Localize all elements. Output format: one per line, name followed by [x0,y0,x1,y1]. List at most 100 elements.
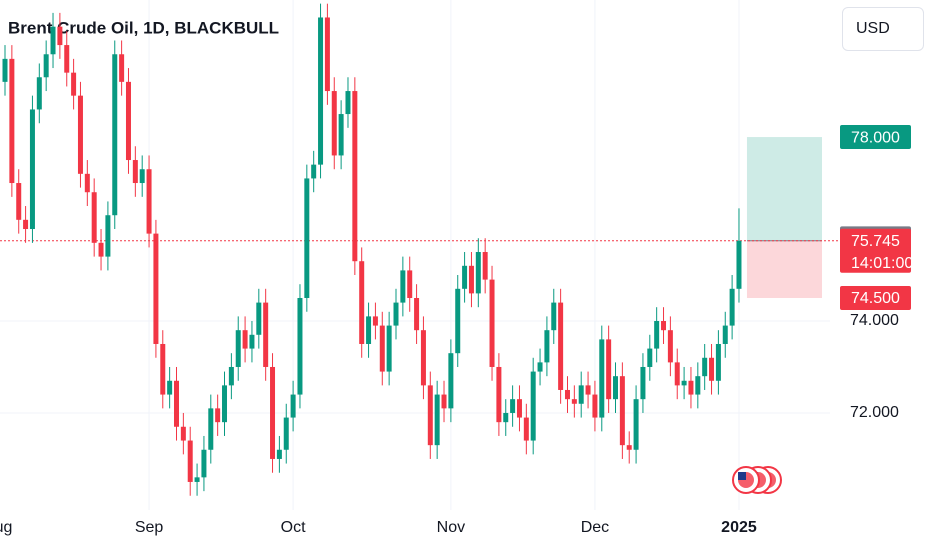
candle-body [235,330,241,367]
candle-body [475,252,481,294]
target-zone [746,137,822,241]
candle-body [249,334,255,349]
candle-body [647,348,653,367]
candle-body [146,169,152,234]
candle-body [84,173,90,193]
candle-body [338,114,344,156]
candle-body [208,408,214,450]
candle-body [290,394,296,418]
flag-canton [738,472,746,480]
candle-body [702,357,708,377]
candle-body [43,54,49,78]
candle-body [496,366,502,423]
x-tick-label: Aug [0,519,12,536]
candle-body [736,240,742,289]
candle-body [407,270,413,298]
candle-body [160,343,166,395]
event-flags [732,466,782,494]
candle-body [71,72,77,96]
candle-body [57,26,63,46]
candle-body [599,339,605,418]
candle-body [592,394,598,418]
price-tag-label: 75.745 [851,233,900,250]
candle-body [2,58,8,82]
x-tick-label: Nov [437,519,465,536]
candle-body [613,376,619,400]
candle-body [125,81,131,161]
candle-body [112,54,118,216]
candle-body [667,330,673,363]
candle-body [606,339,612,400]
candle-body [105,215,111,257]
candle-body [489,279,495,367]
candle-body [558,302,564,390]
x-tick-label: Oct [281,519,306,536]
candle-body [366,316,372,344]
price-tag-label: 78.000 [851,129,900,146]
candle-body [640,366,646,400]
price-tag [840,285,911,310]
candle-body [297,297,303,395]
price-tag-label: 74.500 [851,290,900,307]
x-tick-label: Sep [135,519,164,536]
candle-body [537,362,543,372]
candle-body [194,477,200,482]
candle-body [516,399,522,418]
candle-body [427,385,433,446]
price-tag [840,125,911,150]
candle-body [64,45,70,73]
candle-body [345,91,351,115]
candle-body [709,357,715,381]
candle-body [434,394,440,446]
candle-body [242,330,248,349]
candle-body [530,371,536,441]
candle-body [455,288,461,354]
candle-body [283,417,289,450]
y-tick-label: 74.000 [850,312,899,329]
price-tag-time: 14:01:00 [851,255,913,272]
candle-body [201,449,207,478]
candle-body [222,385,228,423]
candle-body [352,91,358,262]
candle-body [372,316,378,326]
candle-body [674,362,680,386]
candle-body [633,399,639,450]
candle-body [503,412,509,423]
candle-body [688,380,694,395]
candle-body [139,169,145,184]
candle-body [359,261,365,344]
candle-body [626,445,632,450]
stop-zone [746,240,822,298]
candle-body [331,91,337,156]
candle-body [681,380,687,386]
candle-body [36,77,42,110]
candle-body [523,417,529,441]
candle-body [441,394,447,409]
candle-body [228,366,234,386]
candle-body [304,178,310,298]
candle-body [98,242,104,257]
candle-body [400,270,406,303]
candle-body [715,343,721,381]
candle-body [256,302,262,335]
candle-body [153,233,159,344]
candle-body [132,160,138,184]
candle-body [379,325,385,372]
candle-body [544,330,550,363]
candle-body [23,219,29,230]
candle-body [77,95,83,174]
currency-button[interactable]: USD [842,7,924,51]
candle-body [270,366,276,459]
candle-body [50,26,56,55]
candle-body [324,17,330,92]
candle-body [551,302,557,331]
chart-title: Brent Crude Oil, 1D, BLACKBULL [8,18,279,37]
candle-body [9,58,15,184]
candle-body [263,302,269,367]
candle-body [729,288,735,326]
candle-body [276,449,282,459]
candle-body [215,408,221,423]
candle-body [167,380,173,395]
